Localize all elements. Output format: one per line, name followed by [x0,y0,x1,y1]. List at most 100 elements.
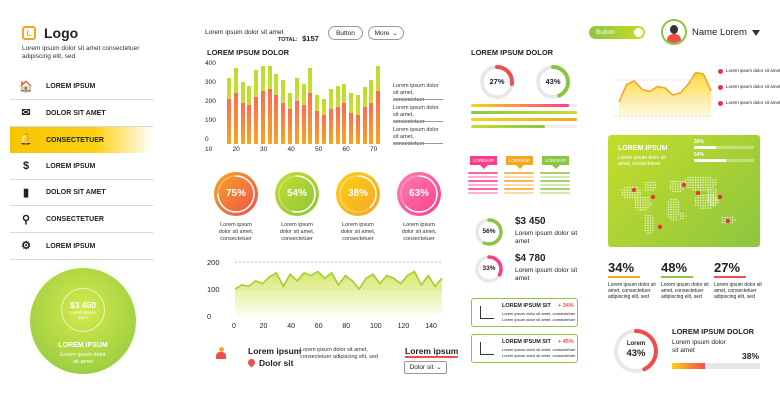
map-marker [717,194,723,200]
bubble-pct: 38% [347,188,368,199]
bar-y-tick: 0 [205,136,209,143]
bottom-title: LOREM IPSUM DOLOR [672,327,755,336]
topbar-button[interactable]: Button [328,26,363,40]
right-stat-pct: 34% [608,260,635,275]
bar-chart: 0 100 200 300 400 10 20 30 40 50 60 70 [205,60,385,160]
ribbon-1: LOREM IP [506,156,533,165]
map-title: LOREM IPSUM [618,145,668,152]
bar-series-1 [315,110,320,144]
ribbon-label: LOREM IP [508,158,531,163]
user-name[interactable]: Name Lorem [692,27,747,38]
card-title: LOREM IPSUM SIT [502,303,551,309]
bar-y-tick: 100 [205,117,216,124]
mid-stat-pct: 33% [482,265,496,272]
bar-legend-text: Lorem ipsum dolor sit amet, consectetuer [393,105,439,125]
mid-title: LOREM IPSUM DOLOR [471,48,554,57]
area-x-tick: 120 [398,323,410,330]
area-x-tick: 20 [260,323,268,330]
sidebar-item-6[interactable]: ⚙ LOREM IPSUM [10,234,153,260]
map-marker [650,194,656,200]
world-map-card: LOREM IPSUM Lorem ipsum dolor sit amet, … [608,135,760,247]
card-line: Lorem ipsum dolor sit amet, consectetuer [502,347,576,352]
sidebar-item-3[interactable]: $ LOREM IPSUM [10,154,153,180]
bar-y-tick: 300 [205,79,216,86]
bar-series-1 [349,112,354,144]
info-card-0[interactable]: LOREM IPSUM SIT + 34% Lorem ipsum dolor si… [471,298,578,327]
legend-dot [718,69,723,74]
mid-progress-fill [471,118,577,121]
bubble-fill [275,172,319,216]
map-bar-pct: 36% [694,139,705,145]
bottom-bar-pct: 38% [742,351,760,361]
map-marker [725,218,731,224]
logo[interactable]: L Logo [22,25,78,41]
bar-series-1 [335,106,340,144]
sidebar-item-label: LOREM IPSUM [46,242,96,250]
bubble-3-arc [400,175,438,213]
ribbon-label: LOREM IP [544,158,567,163]
bottom-ring-pct: 43% [626,348,646,359]
mid-stat-desc: Lorem ipsum dolor sit amet [515,230,578,245]
mid-stat-pct: 56% [482,228,496,235]
card-change: + 45% [558,339,574,345]
bar-x-tick: 50 [315,146,323,153]
mini-area-fill [619,72,711,120]
bubble-0-arc [217,175,255,213]
bar-x-tick: 60 [342,146,350,153]
more-dropdown[interactable]: More ⌄ [368,26,404,40]
info-card-1[interactable]: LOREM IPSUM SIT + 45% Lorem ipsum dolor si… [471,334,578,363]
bar-series-1 [247,105,252,144]
mid-stat-amount: $4 780 [515,253,546,264]
bell-icon: 🔔 [19,134,33,147]
logo-description: Lorem ipsum dolor sit amet consectetuer … [22,45,140,60]
right-stat-bar [608,276,640,278]
bar-x-tick: 10 [205,146,213,153]
sidebar-item-4[interactable]: ▮ DOLOR SIT AMET [10,180,153,207]
percent-bubble-1: 54% [275,172,319,216]
bar-series-1 [321,114,326,144]
contact-description: Lorem ipsum dolor sit amet, consectetuer… [300,347,378,360]
right-stat-desc: Lorem ipsum dolor sit amet, consectetuer… [608,282,656,300]
toggle-switch[interactable]: Button [589,26,645,39]
bar-y-tick: 400 [205,60,216,67]
legend-text: Lorem ipsum dolor sit amet [726,84,780,89]
bottom-ring-arc [614,329,658,373]
bubble-desc: Lorem ipsum dolor sit amet, consectetuer [401,222,437,242]
bubble-pct: 54% [286,188,307,199]
avatar[interactable] [661,19,687,45]
right-stat-desc: Lorem ipsum dolor sit amet, consectetuer… [714,282,762,300]
promo-circle[interactable]: $3 450 Lorem ipsum dolor LOREM IPSUM Lor… [30,268,136,374]
topbar-total: TOTAL: $157 [278,28,319,46]
bar-legend-line [393,121,443,122]
percent-bubble-3: 63% [397,172,441,216]
map-bar-fill [694,159,727,162]
mini-area-svg [615,71,715,120]
logo-text: Logo [44,25,79,41]
contact-select[interactable]: Dolor sit ⌄ [404,361,447,374]
card-line: Lorem ipsum dolor sit amet, consectetuer [502,317,576,322]
sidebar-item-1[interactable]: ✉ DOLOR SIT AMET [10,101,153,127]
ribbon-0: LOREM IP [470,156,497,165]
bar-series-1 [308,93,313,144]
bottom-description: Lorem ipsum dolor sit amet [672,339,726,354]
sidebar-item-0[interactable]: 🏠 LOREM IPSUM [10,74,153,100]
sidebar-item-5[interactable]: ⚲ CONSECTETUER [10,207,153,233]
bar-chart-y-axis: 0 100 200 300 400 [205,60,219,143]
user-menu-caret-icon[interactable] [752,30,760,36]
bar-chart-x-axis: 10 20 30 40 50 60 70 [205,146,385,156]
mid-ring-1-arc [536,65,570,99]
logo-mark-icon: L [22,26,36,40]
sidebar-item-2[interactable]: 🔔 CONSECTETUER [10,127,153,154]
sidebar-item-label: LOREM IPSUM [46,162,96,170]
bottom-progress-track [672,363,760,369]
sidebar-item-label: CONSECTETUER [46,136,104,144]
bar-legend-text: Lorem ipsum dolor sit amet, consectetuer [393,83,439,103]
bar-chart-plot [224,66,386,144]
contact-link[interactable]: Lorem ipsum [405,346,459,358]
right-stat-bar [714,276,746,278]
gear-icon: ⚙ [21,240,31,253]
toggle-knob [634,28,643,37]
bubble-pct: 63% [408,188,429,199]
bubble-fill [214,172,258,216]
bar-chart-icon: ▮ [22,186,30,199]
